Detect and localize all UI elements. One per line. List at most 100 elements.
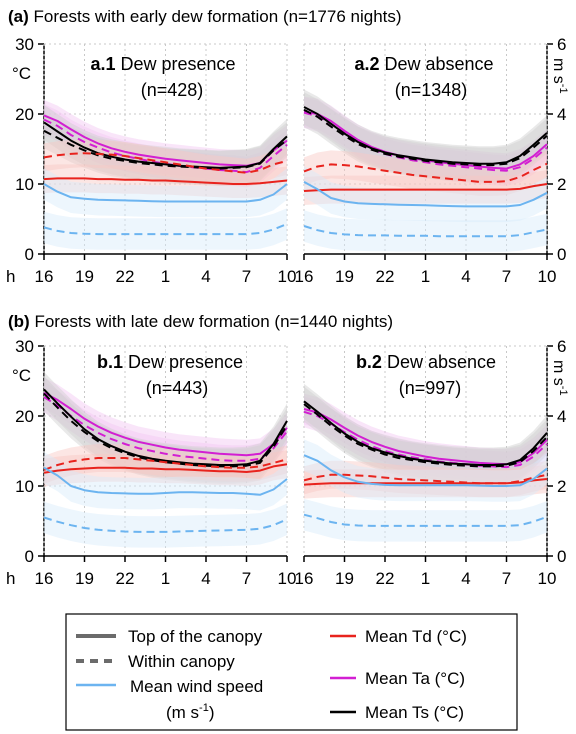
panel-a1-count: (n=428) xyxy=(141,80,204,100)
panel-b1-title: b.1 Dew presence xyxy=(97,352,243,372)
panel-b2-title: b.2 Dew absence xyxy=(356,352,496,372)
line-wind-within xyxy=(303,513,548,527)
x-axis-prefix: h xyxy=(6,569,15,588)
band-ts-top xyxy=(304,89,547,182)
legend-td-label: Mean Td (°C) xyxy=(365,627,467,646)
line-wind-top xyxy=(43,466,288,496)
x-tick-label: 4 xyxy=(461,267,470,286)
line-wind-top xyxy=(303,454,548,487)
x-tick-label: 7 xyxy=(502,569,511,588)
band-wind-within xyxy=(304,210,547,252)
legend-ta-label: Mean Ta (°C) xyxy=(365,669,465,688)
line-td-top xyxy=(43,463,288,474)
temp-tick-label: 20 xyxy=(15,105,34,124)
band-td-within xyxy=(304,460,547,498)
line-td-top xyxy=(303,183,548,192)
x-tick-label: 19 xyxy=(75,569,94,588)
x-tick-label: 22 xyxy=(376,569,395,588)
panel-a2-title: a.2 Dew absence xyxy=(354,54,493,74)
x-tick-label: 16 xyxy=(295,267,314,286)
line-td-within xyxy=(43,152,288,174)
section-a-letter: (a) xyxy=(8,7,29,26)
x-tick-label: 10 xyxy=(538,569,557,588)
temp-axis-b: 30 20 10 0 °C xyxy=(12,337,45,566)
temp-tick-label: 10 xyxy=(15,175,34,194)
x-tick-label: 1 xyxy=(161,267,170,286)
wind-tick-label: 6 xyxy=(557,35,566,54)
temp-tick-label: 30 xyxy=(15,337,34,356)
line-td-within xyxy=(43,457,288,471)
temp-tick-label: 0 xyxy=(25,547,34,566)
line-ta-within xyxy=(43,396,288,462)
legend-box xyxy=(65,613,518,731)
temp-unit-label: °C xyxy=(12,366,31,385)
x-tick-label: 1 xyxy=(421,569,430,588)
temp-tick-label: 20 xyxy=(15,407,34,426)
x-tick-label: 22 xyxy=(116,267,135,286)
wind-tick-label: 4 xyxy=(557,407,566,426)
line-ts-top xyxy=(303,106,548,165)
legend-top-label: Top of the canopy xyxy=(128,627,263,646)
band-wind-top xyxy=(304,166,547,223)
legend-within-label: Within canopy xyxy=(128,652,235,671)
band-td-within xyxy=(304,149,547,196)
wind-tick-label: 0 xyxy=(557,547,566,566)
x-tick-label: 16 xyxy=(295,569,314,588)
band-ts-within xyxy=(304,92,547,183)
wind-tick-label: 0 xyxy=(557,245,566,264)
band-ts-within xyxy=(44,376,287,484)
wind-axis-a: 6 4 2 0 m s-1 xyxy=(546,35,569,264)
panel-b1-count: (n=443) xyxy=(146,378,209,398)
band-wind-top xyxy=(44,168,287,218)
legend: Top of the canopy Within canopy Mean win… xyxy=(65,613,518,731)
line-td-top xyxy=(43,177,288,185)
band-ta-top xyxy=(44,100,287,182)
legend-wind-label: Mean wind speed xyxy=(130,677,263,696)
line-wind-within xyxy=(43,516,288,533)
x-tick-label: 1 xyxy=(421,267,430,286)
line-wind-top xyxy=(303,181,548,208)
x-tick-label: 10 xyxy=(538,267,557,286)
temp-axis-a: 30 20 10 0 °C xyxy=(12,35,45,264)
x-axis-prefix: h xyxy=(6,267,15,286)
wind-unit-label: m s-1 xyxy=(550,58,569,94)
line-td-within xyxy=(303,162,548,183)
band-ta-within xyxy=(304,396,547,483)
wind-axis-b: 6 4 2 0 m s-1 xyxy=(546,337,569,566)
line-td-top xyxy=(303,478,548,486)
legend-wind-unit: (m s-1) xyxy=(166,702,215,722)
x-tick-label: 1 xyxy=(161,569,170,588)
x-tick-label: 19 xyxy=(335,569,354,588)
panel-b2 xyxy=(303,345,548,556)
wind-unit-label: m s-1 xyxy=(550,360,569,396)
wind-tick-label: 2 xyxy=(557,477,566,496)
wind-tick-label: 4 xyxy=(557,105,566,124)
band-td-top xyxy=(304,465,547,499)
x-tick-label: 4 xyxy=(201,569,210,588)
x-tick-label: 10 xyxy=(278,569,297,588)
x-tick-label: 19 xyxy=(335,267,354,286)
temp-unit-label: °C xyxy=(12,64,31,83)
section-a-title: (a) Forests with early dew formation (n=… xyxy=(8,7,402,26)
band-ta-top xyxy=(304,393,547,480)
x-tick-label: 10 xyxy=(278,267,297,286)
section-b-title: (b) Forests with late dew formation (n=1… xyxy=(8,312,393,331)
panel-a1 xyxy=(43,43,288,254)
line-td-within xyxy=(303,473,548,485)
x-tick-label: 16 xyxy=(35,267,54,286)
x-tick-label: 22 xyxy=(376,267,395,286)
section-b-letter: (b) xyxy=(8,312,30,331)
x-tick-label: 7 xyxy=(242,267,251,286)
band-wind-within xyxy=(44,208,287,250)
x-tick-label: 22 xyxy=(116,569,135,588)
x-tick-label: 16 xyxy=(35,569,54,588)
line-ts-top xyxy=(43,388,288,466)
x-tick-label: 7 xyxy=(502,267,511,286)
panel-a2 xyxy=(303,43,548,254)
band-td-top xyxy=(304,170,547,205)
band-wind-within xyxy=(304,498,547,542)
x-tick-label: 7 xyxy=(242,569,251,588)
line-wind-top xyxy=(43,183,288,203)
band-ta-top xyxy=(304,96,547,184)
